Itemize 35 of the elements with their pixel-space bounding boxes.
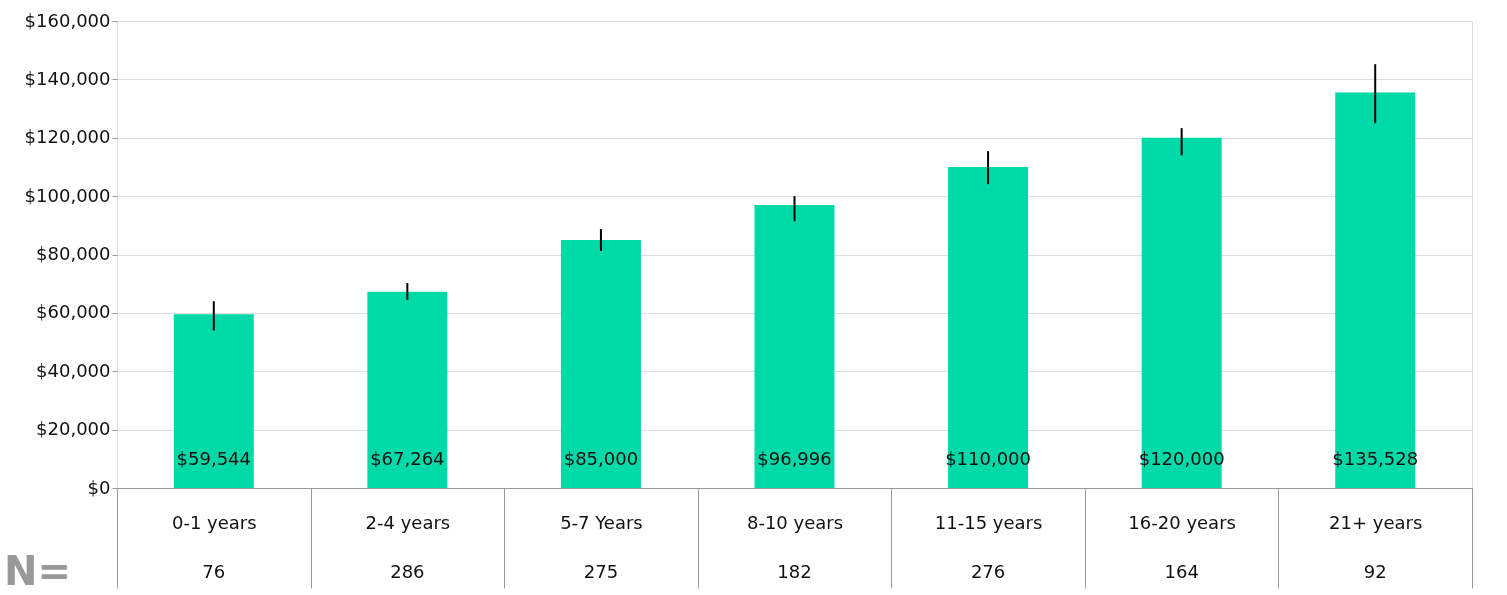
x-tick-label: 2-4 years [365,511,451,533]
text: 275 [583,561,619,582]
y-tick-label: $140,000 [24,67,111,89]
y-tick-label: $40,000 [36,359,111,381]
data-label: $59,544 [176,448,251,469]
x-tick-label: 21+ years [1329,511,1423,533]
bar [367,291,448,488]
x-tick-label: 5-7 Years [560,511,643,533]
bar [754,204,835,488]
y-tick-label: $160,000 [24,9,111,31]
y-tick-label: $100,000 [24,184,111,206]
text: 182 [777,561,812,582]
y-tick-label: $120,000 [24,126,111,148]
text: 286 [390,561,425,582]
text: N= [4,548,71,594]
y-tick-label: $0 [87,476,111,498]
bar [1335,92,1416,488]
text: 92 [1363,561,1387,582]
bar [173,314,254,488]
x-tick-label: 16-20 years [1128,511,1236,533]
text: 276 [970,561,1006,582]
y-tick-label: $80,000 [36,243,111,264]
y-tick-label: $60,000 [36,301,111,323]
y-tick-label: $20,000 [36,418,111,440]
data-label: $85,000 [563,448,639,469]
x-tick-label: 8-10 years [746,511,844,533]
data-label: $96,996 [757,448,832,469]
text: 164 [1164,561,1199,582]
bar [1141,137,1222,488]
data-label: $67,264 [370,448,445,469]
bar [560,239,641,488]
text: 76 [202,561,226,582]
x-tick-label: 11-15 years [934,511,1043,533]
bar [948,166,1029,488]
x-tick-label: 0-1 years [171,511,257,533]
